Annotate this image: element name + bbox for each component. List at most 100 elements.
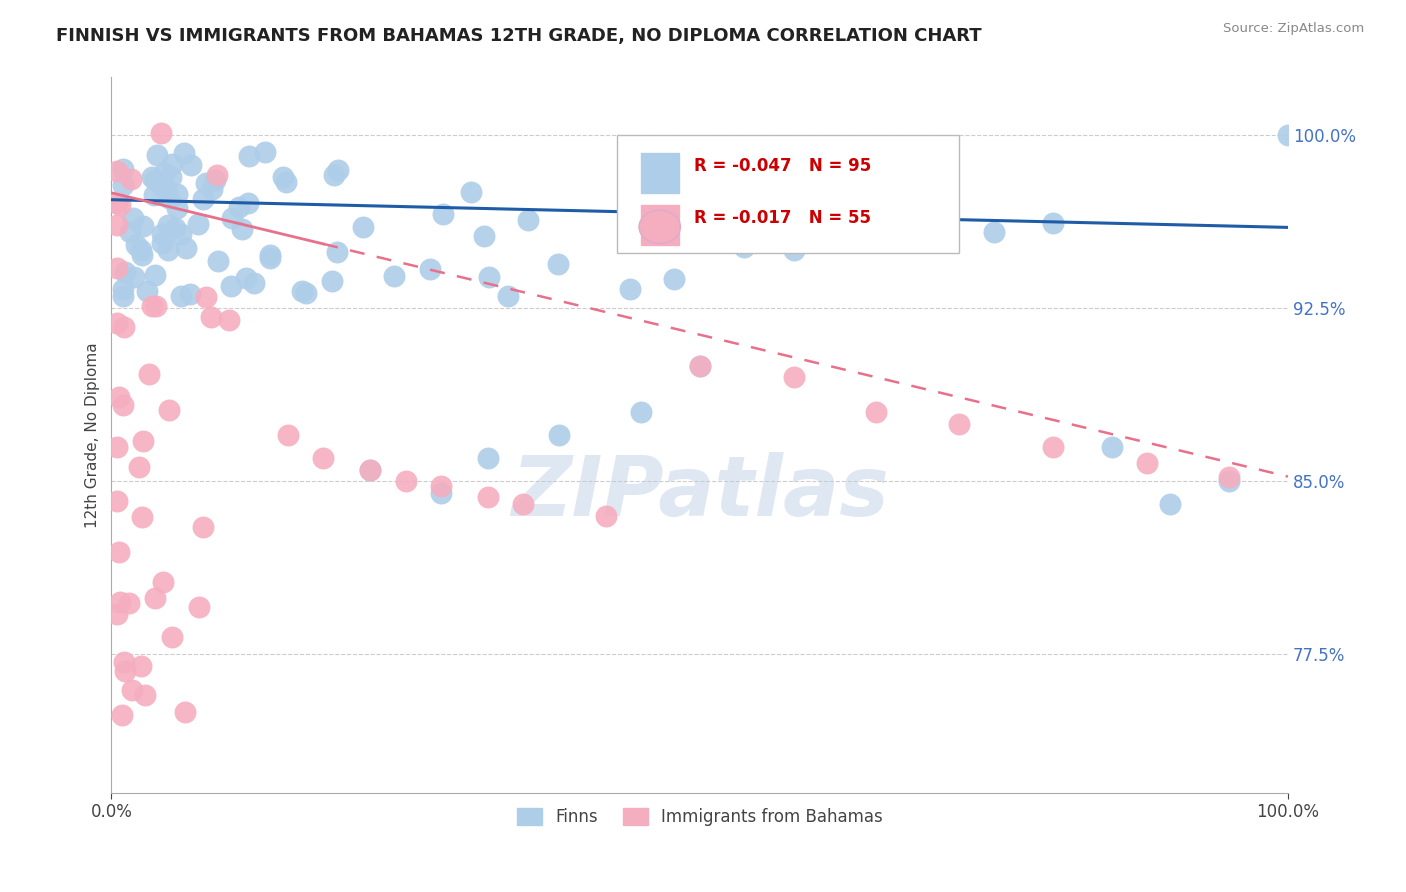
Point [157,219,180,233]
Point [200,310,222,324]
Point [619,282,641,296]
Point [689,359,711,373]
Point [218,312,240,326]
Point [243,276,266,290]
Point [145,148,167,162]
Ellipse shape [638,211,681,244]
Point [180,158,202,172]
Point [122,269,145,284]
Point [219,279,242,293]
Point [187,217,209,231]
Point [150,227,173,241]
Point [157,244,180,258]
Point [120,171,142,186]
Point [105,316,128,330]
Point [152,166,174,180]
Point [188,600,211,615]
Point [143,188,166,202]
Point [1218,469,1240,483]
Point [630,405,652,419]
Point [194,290,217,304]
Point [693,181,716,195]
Point [191,192,214,206]
Point [865,405,887,419]
Point [170,288,193,302]
Point [238,149,260,163]
Point [132,219,155,233]
Point [259,248,281,262]
FancyBboxPatch shape [641,153,679,193]
Point [547,257,569,271]
Point [162,630,184,644]
Point [253,145,276,159]
Point [174,241,197,255]
Point [478,270,501,285]
Point [179,287,201,301]
Point [141,170,163,185]
Point [352,220,374,235]
Point [120,226,142,240]
Point [170,227,193,242]
Point [477,491,499,505]
Point [112,289,135,303]
Point [259,252,281,266]
Point [122,211,145,226]
Point [108,595,131,609]
Point [163,220,186,235]
Point [689,359,711,373]
Point [1277,128,1299,142]
Point [108,197,131,211]
Point [733,240,755,254]
Point [277,428,299,442]
Point [105,260,128,275]
Point [983,225,1005,239]
Point [157,403,180,417]
Text: FINNISH VS IMMIGRANTS FROM BAHAMAS 12TH GRADE, NO DIPLOMA CORRELATION CHART: FINNISH VS IMMIGRANTS FROM BAHAMAS 12TH … [56,27,981,45]
Point [132,434,155,449]
Point [783,370,806,384]
FancyBboxPatch shape [617,135,959,252]
Point [432,207,454,221]
Point [628,209,651,223]
Text: ZIPatlas: ZIPatlas [510,451,889,533]
Point [105,440,128,454]
Point [105,219,128,233]
Point [195,176,218,190]
Point [141,299,163,313]
Point [105,163,128,178]
Point [191,519,214,533]
Point [131,510,153,524]
Point [129,659,152,673]
Point [114,319,136,334]
Point [382,269,405,284]
Point [359,463,381,477]
Point [924,220,946,235]
Point [419,261,441,276]
Point [498,288,520,302]
Point [174,705,197,719]
Point [359,463,381,477]
Point [166,187,188,202]
Point [1218,474,1240,488]
Point [143,591,166,605]
Point [1042,440,1064,454]
Point [516,213,538,227]
Point [173,146,195,161]
Point [1101,440,1123,454]
Point [121,683,143,698]
Point [204,173,226,187]
Point [664,272,686,286]
Point [276,175,298,189]
Point [271,169,294,184]
Point [166,201,188,215]
Text: R = -0.017   N = 55: R = -0.017 N = 55 [693,210,870,227]
Point [138,368,160,382]
Point [647,196,669,211]
Point [157,191,180,205]
Point [149,126,172,140]
Legend: Finns, Immigrants from Bahamas: Finns, Immigrants from Bahamas [509,799,891,834]
Point [128,460,150,475]
Point [152,180,174,194]
Point [231,222,253,236]
Point [221,211,243,225]
